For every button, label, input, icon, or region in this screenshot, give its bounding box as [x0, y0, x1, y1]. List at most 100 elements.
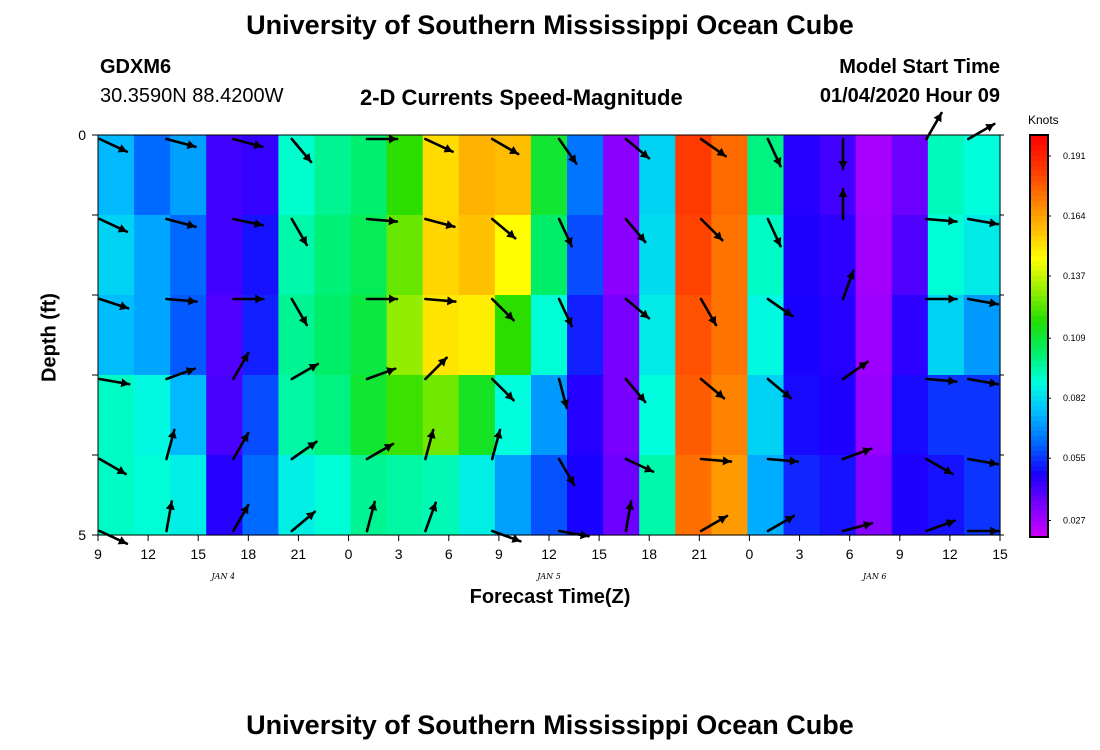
current-vector-arrow [766, 514, 796, 533]
colorbar-segment [1031, 186, 1047, 192]
current-vector-arrow [365, 442, 395, 461]
x-tick-label: 12 [140, 546, 156, 562]
colorbar-segment [1031, 346, 1047, 352]
current-vector-arrow [490, 377, 515, 402]
current-vector-arrow [699, 456, 733, 466]
current-vector-arrow [624, 137, 651, 160]
colorbar-segment [1031, 316, 1047, 322]
heatmap-cell [206, 375, 243, 456]
colorbar-segment [1031, 231, 1047, 237]
heatmap-cell [314, 215, 352, 296]
colorbar-tick-label: 0.164 [1063, 211, 1086, 221]
colorbar-segment [1031, 196, 1047, 202]
colorbar-segment [1031, 386, 1047, 392]
colorbar-segment [1031, 466, 1047, 472]
model-start-label: Model Start Time [839, 56, 1000, 78]
heatmap-cell [855, 375, 893, 456]
x-tick-label: 18 [241, 546, 257, 562]
colorbar-segment [1031, 481, 1047, 487]
x-tick-label: 6 [846, 546, 854, 562]
heatmap-cell [530, 135, 568, 216]
colorbar-segment [1031, 211, 1047, 217]
colorbar-tick-label: 0.191 [1063, 151, 1086, 161]
colorbar-segment [1031, 401, 1047, 407]
current-vector-arrow [766, 297, 794, 318]
heatmap-cells [98, 135, 1001, 536]
current-vector-arrow [966, 122, 996, 141]
current-vector-arrow [232, 503, 250, 533]
heatmap-cell [98, 295, 135, 376]
heatmap-cell [350, 135, 388, 216]
current-vector-arrow [98, 377, 131, 388]
current-vector-arrow [232, 351, 250, 381]
colorbar-segment [1031, 176, 1047, 182]
x-day-label: JAN 5 [535, 572, 561, 581]
heatmap-cell [567, 295, 604, 376]
colorbar-segment [1031, 396, 1047, 402]
colorbar-segment [1031, 226, 1047, 232]
heatmap-cell [747, 135, 785, 216]
heatmap-cell [386, 215, 424, 296]
current-vector-arrow [699, 297, 718, 327]
current-vector-arrow [766, 217, 782, 248]
colorbar-segment [1031, 336, 1047, 342]
colorbar-segment [1031, 156, 1047, 162]
heatmap-cell [747, 215, 785, 296]
current-vector-arrow [766, 137, 782, 168]
current-vector-arrow [98, 529, 129, 546]
current-vector-arrow [490, 529, 522, 543]
heatmap-cell [206, 295, 243, 376]
current-vector-arrow [98, 297, 130, 311]
heatmap-cell [963, 295, 1001, 376]
x-tick-label: 12 [541, 546, 557, 562]
current-vector-arrow [98, 457, 127, 476]
current-vector-arrow [925, 519, 957, 533]
heatmap-cell [134, 375, 171, 456]
current-vector-arrow [966, 457, 1000, 468]
colorbar-segment [1031, 251, 1047, 257]
heatmap-cell [350, 295, 388, 376]
page-title: University of Southern Mississippi Ocean… [246, 10, 854, 40]
current-vector-arrow [232, 294, 265, 304]
x-axis-label: Forecast Time(Z) [469, 586, 631, 608]
heatmap-cell [386, 135, 424, 216]
colorbar-segment [1031, 351, 1047, 357]
colorbar-segment [1031, 266, 1047, 272]
colorbar-segment [1031, 296, 1047, 302]
current-vector-arrow [98, 137, 129, 153]
current-vector-arrow [290, 137, 313, 164]
heatmap-cell [314, 135, 352, 216]
heatmap-cell [386, 375, 424, 456]
current-vector-arrow [424, 296, 457, 306]
heatmap-cell [747, 455, 785, 536]
footer-title: University of Southern Mississippi Ocean… [246, 710, 854, 740]
heatmap-cell [170, 375, 207, 456]
current-vector-arrow [424, 356, 448, 381]
heatmap-cell [711, 135, 749, 216]
heatmap-cell [855, 295, 893, 376]
heatmap-cell [963, 375, 1001, 456]
heatmap-cell [783, 135, 821, 216]
heatmap-cell [891, 135, 929, 216]
heatmap-cell [855, 455, 893, 536]
x-tick-label: 15 [992, 546, 1008, 562]
colorbar-segment [1031, 356, 1047, 362]
colorbar-segment [1031, 206, 1047, 212]
colorbar-segment [1031, 381, 1047, 387]
current-vector-arrow [766, 377, 793, 400]
current-vector-arrow [624, 500, 635, 533]
colorbar-segment [1031, 426, 1047, 432]
colorbar-segment [1031, 326, 1047, 332]
colorbar-segment [1031, 416, 1047, 422]
colorbar-segment [1031, 361, 1047, 367]
heatmap-cell [170, 455, 207, 536]
current-vector-arrow [925, 457, 954, 476]
colorbar-segment [1031, 506, 1047, 512]
colorbar-tick-label: 0.109 [1063, 333, 1086, 343]
heatmap-cell [675, 375, 712, 456]
heatmap-cell [314, 375, 352, 456]
heatmap-cell [530, 215, 568, 296]
heatmap-cell [206, 215, 243, 296]
colorbar-segment [1031, 341, 1047, 347]
current-vector-arrow [966, 526, 1000, 536]
